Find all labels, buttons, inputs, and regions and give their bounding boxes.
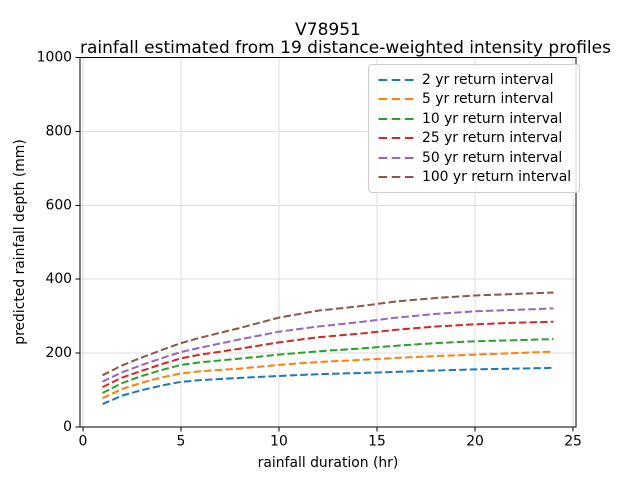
chart-title: V78951 xyxy=(295,20,361,40)
y-tick-label: 600 xyxy=(45,197,72,213)
legend-row: 5 yr return interval xyxy=(378,90,571,110)
legend-row: 100 yr return interval xyxy=(378,168,571,188)
x-axis-label: rainfall duration (hr) xyxy=(257,455,399,471)
x-tick-label: 20 xyxy=(466,434,484,450)
plot-border xyxy=(79,57,577,428)
legend-label: 10 yr return interval xyxy=(422,110,563,127)
x-tick-label: 25 xyxy=(564,434,582,450)
series-line-2yr xyxy=(102,366,554,406)
legend-row: 25 yr return interval xyxy=(378,129,571,149)
series-line-50yr xyxy=(102,307,554,383)
legend-line-sample xyxy=(378,176,414,179)
axis-layer: 0 5 10 15 20 25 0 200 400 600 800 1000 xyxy=(37,50,582,450)
x-tick-label: 15 xyxy=(368,434,386,450)
legend-line-sample xyxy=(378,117,414,120)
y-tick-label: 1000 xyxy=(37,50,72,66)
y-tick-label: 800 xyxy=(45,123,72,139)
legend: 2 yr return interval 5 yr return interval… xyxy=(368,64,581,193)
legend-line-sample xyxy=(378,98,414,101)
legend-row: 50 yr return interval xyxy=(378,148,571,168)
x-tick-label: 10 xyxy=(270,434,288,450)
legend-line-sample xyxy=(378,156,414,159)
chart-title-block: V78951 rainfall estimated from 19 distan… xyxy=(80,20,611,58)
series-line-5yr xyxy=(102,350,554,400)
legend-label: 50 yr return interval xyxy=(422,149,563,166)
x-tick-label: 5 xyxy=(177,434,186,450)
legend-label: 5 yr return interval xyxy=(422,91,554,108)
chart-subtitle: rainfall estimated from 19 distance-weig… xyxy=(80,38,611,58)
legend-label: 100 yr return interval xyxy=(422,169,572,186)
y-tick-label: 200 xyxy=(45,345,72,361)
y-tick-label: 400 xyxy=(45,271,72,287)
y-tick-label: 0 xyxy=(63,419,72,435)
x-tick-label: 0 xyxy=(79,434,88,450)
legend-row: 2 yr return interval xyxy=(378,70,571,90)
legend-line-sample xyxy=(378,137,414,140)
legend-line-sample xyxy=(378,78,414,81)
series-line-10yr xyxy=(102,338,554,394)
series-layer xyxy=(102,291,554,406)
y-axis-label: predicted rainfall depth (mm) xyxy=(12,139,28,344)
legend-label: 25 yr return interval xyxy=(422,130,563,147)
legend-row: 10 yr return interval xyxy=(378,109,571,129)
series-line-25yr xyxy=(102,320,554,388)
legend-label: 2 yr return interval xyxy=(422,71,554,88)
series-line-100yr xyxy=(102,291,554,377)
